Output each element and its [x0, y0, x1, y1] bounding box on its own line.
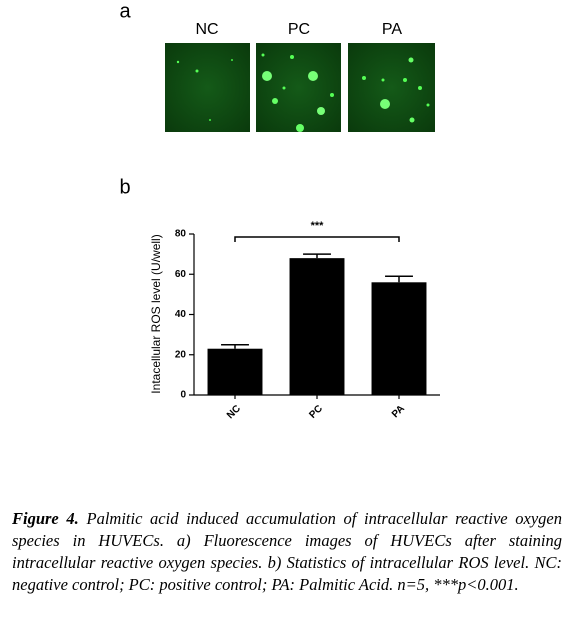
x-tick-label: PA: [390, 403, 407, 420]
y-tick-label: 60: [175, 269, 187, 280]
image-label: PA: [382, 21, 402, 38]
y-tick-label: 80: [175, 229, 187, 240]
fluorescence-image: [165, 43, 250, 132]
fluorescence-image: [348, 43, 435, 132]
y-axis-label: Intacellular ROS level (U/well): [149, 234, 163, 393]
caption-text: Palmitic acid induced accumulation of in…: [12, 509, 562, 594]
bar: [207, 348, 263, 395]
bar: [289, 258, 345, 395]
caption-label: Figure 4.: [12, 509, 79, 528]
y-tick-label: 20: [175, 349, 187, 360]
panel-label: b: [119, 176, 130, 198]
image-label: PC: [288, 21, 310, 38]
y-tick-label: 0: [180, 390, 186, 401]
image-label: NC: [195, 21, 218, 38]
caption: Figure 4. Palmitic acid induced accumula…: [12, 508, 562, 596]
error-bar: [221, 343, 249, 349]
y-tick-label: 40: [175, 309, 187, 320]
bar: [371, 282, 427, 395]
significance-bracket: [234, 236, 400, 242]
x-tick-label: NC: [225, 403, 243, 421]
figure: a NC PC PA b Intacellular ROS level (U/w…: [119, 0, 440, 421]
error-bar: [303, 253, 331, 259]
panel-label: a: [119, 0, 131, 22]
fluorescence-image: [256, 43, 341, 132]
significance-label: ***: [311, 220, 325, 232]
x-tick-label: PC: [307, 403, 325, 421]
error-bar: [385, 275, 413, 283]
